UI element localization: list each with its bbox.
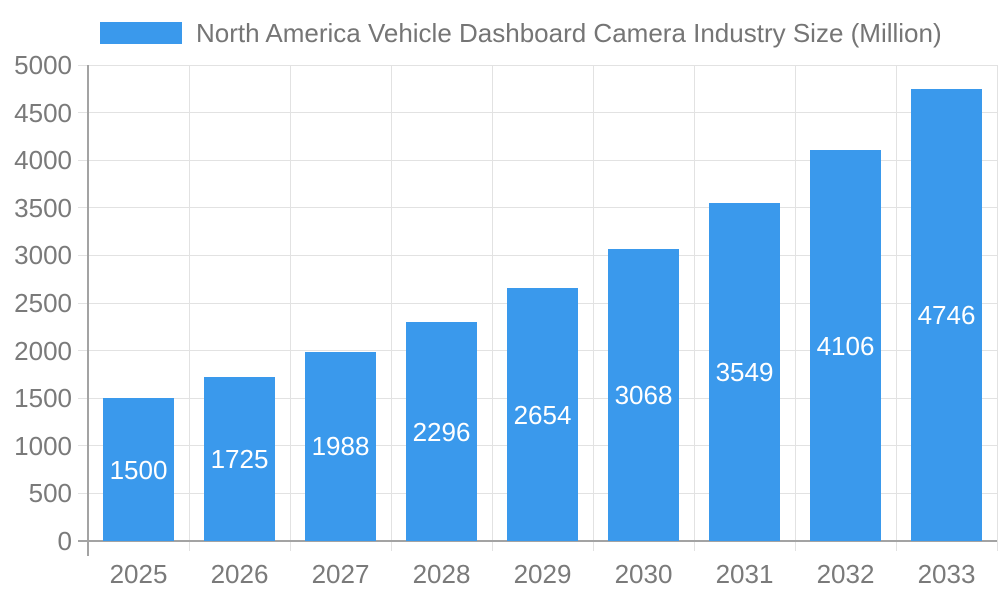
v-gridline: [794, 65, 796, 551]
bar-2028[interactable]: 2296: [406, 322, 477, 541]
bar-2026[interactable]: 1725: [204, 376, 275, 541]
y-axis-tick-label: 4500: [14, 97, 72, 128]
bar-value-label: 2296: [412, 416, 471, 447]
x-axis-tick-label: 2030: [614, 559, 673, 589]
v-gridline: [491, 65, 493, 551]
x-axis-tick-label: 2031: [715, 559, 774, 589]
v-gridline: [289, 65, 291, 551]
y-axis-tick-label: 2000: [14, 335, 72, 366]
v-gridline: [895, 65, 897, 551]
bar-value-label: 4746: [917, 300, 976, 331]
x-axis-tick-label: 2025: [109, 559, 168, 589]
v-gridline: [390, 65, 392, 551]
bar-value-label: 1725: [210, 443, 269, 474]
bar-value-label: 3549: [715, 357, 774, 388]
x-axis-tick-label: 2033: [917, 559, 976, 589]
bar-value-label: 4106: [816, 330, 875, 361]
y-axis-tick-label: 1000: [14, 430, 72, 461]
legend-swatch-icon: [100, 22, 182, 44]
bar-2027[interactable]: 1988: [305, 351, 376, 541]
y-axis-tick-label: 2500: [14, 288, 72, 318]
bar-2030[interactable]: 3068: [608, 248, 679, 541]
v-gridline: [996, 65, 998, 551]
h-gridline: [78, 64, 997, 66]
y-axis-tick-label: 500: [28, 478, 72, 509]
x-axis-line: [78, 540, 997, 542]
x-axis-tick-label: 2027: [311, 559, 370, 589]
bar-value-label: 3068: [614, 379, 673, 410]
h-gridline: [78, 207, 997, 209]
bar-value-label: 1500: [109, 454, 168, 485]
y-axis-tick-label: 1500: [14, 383, 72, 414]
x-axis-tick-label: 2032: [816, 559, 875, 589]
v-gridline: [693, 65, 695, 551]
y-axis-tick-label: 5000: [14, 50, 72, 80]
h-gridline: [78, 112, 997, 114]
v-gridline: [188, 65, 190, 551]
v-gridline: [592, 65, 594, 551]
h-gridline: [78, 159, 997, 161]
y-axis-line: [87, 65, 89, 556]
bar-2025[interactable]: 1500: [103, 398, 174, 541]
bar-2029[interactable]: 2654: [507, 288, 578, 541]
bar-2033[interactable]: 4746: [911, 89, 982, 541]
bar-value-label: 2654: [513, 399, 572, 430]
x-axis-tick-label: 2028: [412, 559, 471, 589]
bar-2032[interactable]: 4106: [810, 150, 881, 541]
x-axis-tick-label: 2029: [513, 559, 572, 589]
y-axis-tick-label: 3500: [14, 192, 72, 223]
y-axis-tick-label: 0: [57, 526, 72, 556]
legend[interactable]: North America Vehicle Dashboard Camera I…: [100, 19, 942, 47]
bar-value-label: 1988: [311, 431, 370, 462]
legend-label: North America Vehicle Dashboard Camera I…: [196, 18, 942, 48]
y-axis-tick-label: 4000: [14, 145, 72, 176]
bar-2031[interactable]: 3549: [709, 203, 780, 541]
y-axis-tick-label: 3000: [14, 240, 72, 271]
h-gridline: [78, 254, 997, 256]
x-axis-tick-label: 2026: [210, 559, 269, 589]
